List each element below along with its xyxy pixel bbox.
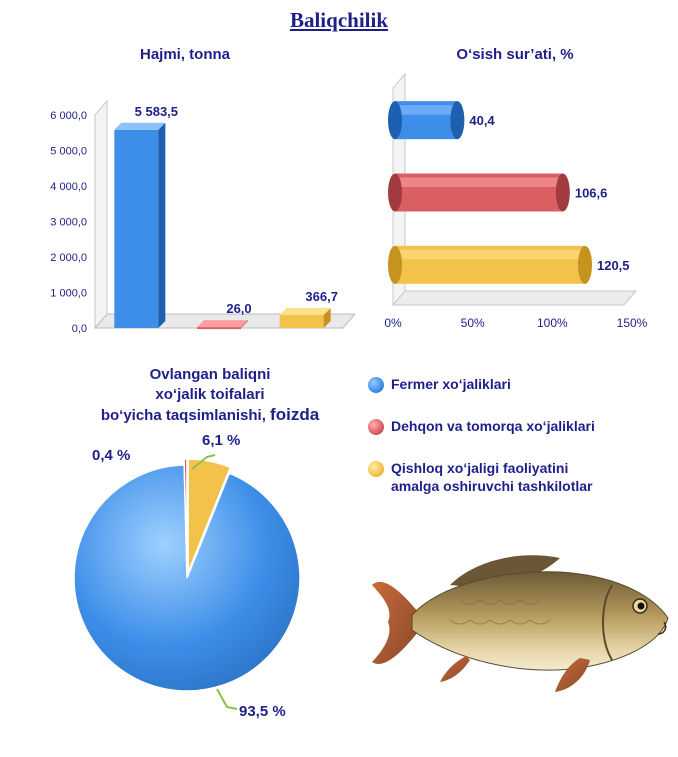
hbar-end-cap: [555, 173, 570, 212]
hbar-highlight: [395, 249, 585, 260]
legend-marker-qishloq: [368, 461, 384, 477]
fish-pupil: [637, 602, 645, 610]
bar-side: [323, 307, 331, 328]
y-tick-label: 5 000,0: [50, 146, 87, 158]
legend-label-dehqon: Dehqon va tomorqa xo‘jaliklari: [391, 417, 595, 435]
bar-data-label: 26,0: [226, 301, 251, 316]
pie-slice: [187, 458, 232, 573]
bar: [279, 314, 324, 328]
bar-top: [114, 122, 166, 130]
pie-title-line-1: Ovlangan baliqni: [149, 366, 271, 383]
legend-item-dehqon: Dehqon va tomorqa xo‘jaliklari: [368, 417, 595, 435]
fish-pectoral-fin: [555, 658, 590, 692]
hbar-chart-title: O‘sish sur’ati, %: [456, 46, 574, 63]
y-tick-label: 2 000,0: [50, 252, 87, 264]
legend-item-fermer: Fermer xo‘jaliklari: [368, 375, 511, 393]
bar-side: [158, 122, 166, 328]
hbar-start-cap: [388, 245, 402, 284]
y-tick-label: 4 000,0: [50, 181, 87, 193]
legend-label-qishloq-line-1: Qishloq xo‘jaligi faoliyatini: [391, 460, 569, 476]
legend-label-qishloq: Qishloq xo‘jaligi faoliyatini amalga oshi…: [391, 459, 593, 495]
pie-leader-line-blue: [216, 688, 238, 710]
pie-title-line-3-text: bo‘yicha taqsimlanishi,: [100, 407, 266, 424]
y-tick-label: 0,0: [72, 323, 87, 335]
hbar-end-cap: [577, 245, 592, 284]
bar-side: [241, 320, 248, 328]
hbar-data-label: 106,6: [575, 186, 608, 201]
bar: [114, 129, 159, 328]
legend-label-fermer-line-1: Fermer xo‘jaliklari: [391, 376, 511, 392]
pie-slice: [73, 464, 301, 692]
fish-tail: [372, 581, 418, 664]
pie-title-emph: foizda: [270, 405, 320, 424]
hbar-end-cap: [450, 101, 465, 140]
bar-top: [279, 307, 331, 315]
bar-chart-title: Hajmi, tonna: [139, 46, 230, 63]
pie-chart-title: Ovlangan baliqni xo‘jalik toifalari bo‘y…: [80, 365, 340, 426]
pie-title-line-3: bo‘yicha taqsimlanishi, foizda: [80, 405, 340, 426]
hbar-data-label: 40,4: [469, 113, 495, 128]
pie-slice: [183, 458, 188, 573]
x-tick-label: 150%: [617, 316, 648, 330]
page-title: Baliqchilik: [289, 8, 389, 32]
fish-anal-fin: [440, 656, 470, 682]
fish-scales: [449, 599, 551, 625]
legend-label-fermer: Fermer xo‘jaliklari: [391, 375, 511, 393]
pie-leader-line-yellow: [191, 454, 216, 470]
hbar-highlight: [395, 105, 458, 115]
pie-data-label: 93,5 %: [239, 703, 286, 720]
hbar-start-cap: [388, 101, 402, 140]
legend-item-qishloq: Qishloq xo‘jaligi faoliyatini amalga oshi…: [368, 459, 593, 495]
y-tick-label: 1 000,0: [50, 288, 87, 300]
hbar-start-cap: [388, 173, 402, 212]
x-tick-label: 0%: [384, 316, 402, 330]
fish-body: [411, 571, 669, 671]
hbar-chart-floor: [391, 290, 638, 306]
bar-data-label: 5 583,5: [135, 104, 178, 119]
bar-data-label: 366,7: [305, 289, 338, 304]
bar: [197, 327, 241, 330]
fish-gill: [602, 584, 613, 661]
fish-mouth: [657, 621, 667, 635]
pie-data-label: 6,1 %: [202, 432, 240, 449]
hbar-data-label: 120,5: [597, 258, 630, 273]
legend-marker-dehqon: [368, 419, 384, 435]
x-tick-label: 100%: [537, 316, 568, 330]
legend-marker-fermer: [368, 377, 384, 393]
pie-data-label: 0,4 %: [92, 447, 130, 464]
legend-label-dehqon-line-1: Dehqon va tomorqa xo‘jaliklari: [391, 418, 595, 434]
x-tick-label: 50%: [461, 316, 485, 330]
legend-label-qishloq-line-2: amalga oshiruvchi tashkilotlar: [391, 478, 593, 494]
hbar-highlight: [395, 177, 563, 187]
y-tick-label: 3 000,0: [50, 217, 87, 229]
bar-top: [197, 320, 248, 328]
y-tick-label: 6 000,0: [50, 110, 87, 122]
pie-title-line-2: xo‘jalik toifalari: [155, 386, 265, 403]
